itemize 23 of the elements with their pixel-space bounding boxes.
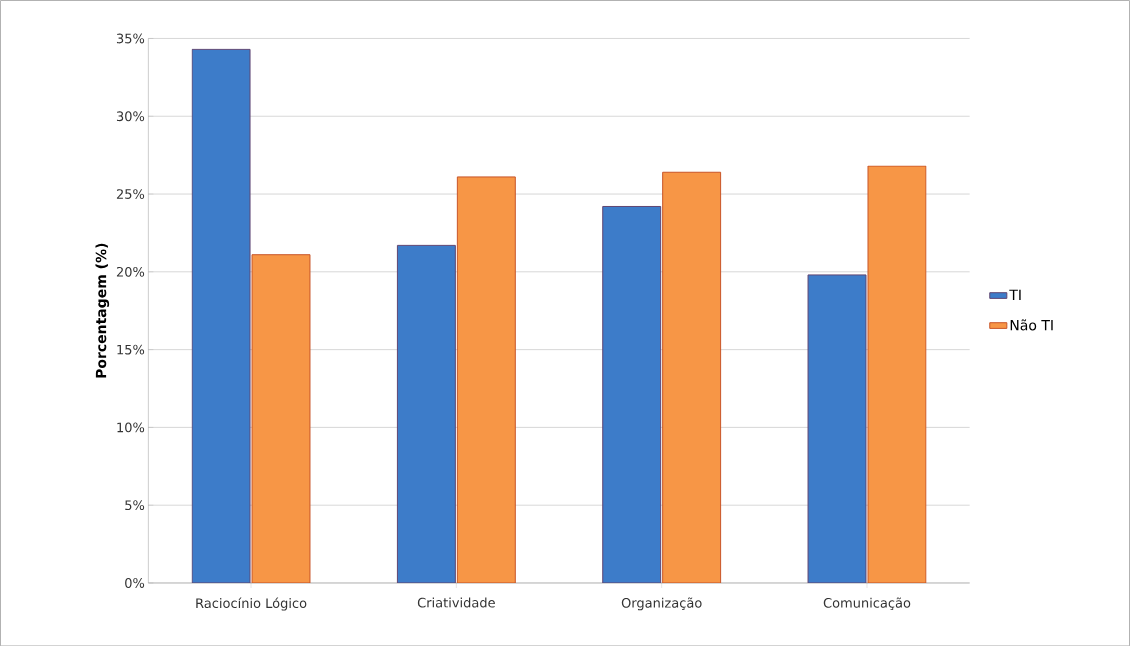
y-tick-label: 10%: [117, 422, 145, 433]
legend-label: TI: [1009, 289, 1021, 300]
y-tick-label: 30%: [116, 111, 145, 121]
bar: [867, 165, 927, 583]
bar: [456, 176, 516, 583]
bar: [251, 254, 311, 583]
y-tick-label: 35%: [116, 33, 145, 44]
x-tick-label: Raciocínio Lógico: [196, 597, 307, 611]
bar: [191, 48, 251, 583]
legend-label: Não TI: [1010, 319, 1053, 331]
y-axis-title: Porcentagem (%): [95, 243, 110, 378]
y-tick-label: 0%: [125, 577, 145, 588]
bar: [602, 205, 662, 583]
x-tick-label: Organização: [621, 597, 702, 611]
bar: [662, 171, 722, 583]
y-tick-label: 25%: [116, 188, 145, 199]
bar: [807, 274, 867, 583]
x-tick-label: Criatividade: [417, 597, 495, 608]
y-tick-label: 20%: [116, 266, 145, 277]
bar: [396, 244, 456, 583]
y-tick-label: 15%: [117, 344, 145, 355]
y-tick-label: 5%: [125, 500, 145, 510]
x-tick-label: Comunicação: [823, 597, 911, 610]
